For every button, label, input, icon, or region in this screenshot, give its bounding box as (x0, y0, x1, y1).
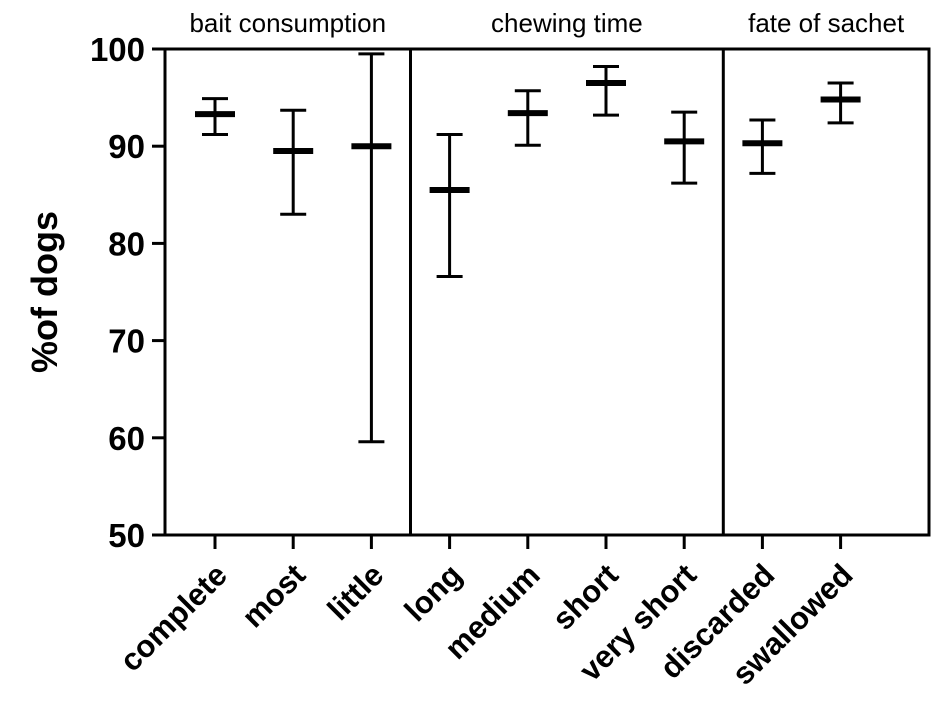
y-tick-label-90: 90 (108, 128, 145, 165)
y-tick-label-60: 60 (108, 420, 145, 457)
y-tick-label-50: 50 (108, 517, 145, 554)
y-tick-label-70: 70 (108, 323, 145, 360)
group-label-2: fate of sachet (748, 8, 905, 38)
x-tick-label-2: little (321, 557, 391, 627)
y-tick-label-80: 80 (108, 225, 145, 262)
x-tick-label-3: long (398, 557, 469, 628)
y-axis-label: %of dogs (24, 211, 65, 373)
y-tick-label-100: 100 (90, 31, 145, 68)
x-tick-label-0: complete (113, 557, 234, 678)
group-label-1: chewing time (491, 8, 643, 38)
plot-frame (163, 47, 931, 537)
x-tick-label-1: most (235, 557, 312, 634)
group-label-0: bait consumption (189, 8, 386, 38)
